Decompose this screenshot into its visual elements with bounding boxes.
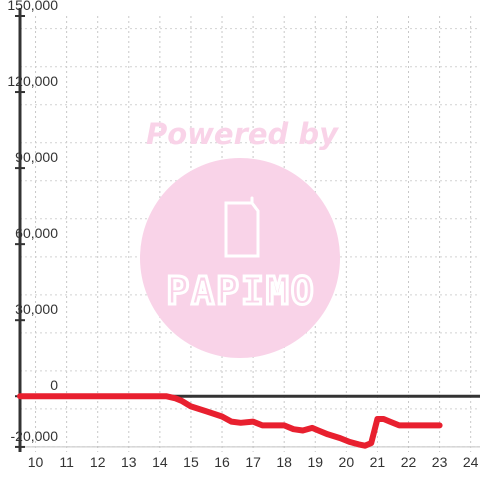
x-tick-label: 16 [214,454,230,470]
y-tick-label: 60,000 [15,225,58,241]
x-tick-label: 21 [370,454,386,470]
watermark-brand: PAPIMO [166,269,315,313]
x-tick-label: 10 [28,454,44,470]
y-tick-label: 90,000 [15,149,58,165]
x-tick-label: 23 [432,454,448,470]
y-tick-label: 30,000 [15,301,58,317]
x-tick-label: 24 [463,454,479,470]
y-tick-label: -20,000 [11,428,59,444]
y-tick-label: 150,000 [7,0,58,13]
x-tick-label: 13 [121,454,137,470]
x-tick-label: 20 [339,454,355,470]
watermark: Powered by PAPIMO [140,117,340,358]
x-tick-label: 11 [59,454,74,470]
x-tick-label: 17 [245,454,261,470]
x-tick-label: 19 [307,454,323,470]
y-tick-label: 0 [50,377,58,393]
phone-icon [224,196,260,258]
x-tick-label: 14 [152,454,168,470]
series-layer [17,393,443,449]
watermark-circle [140,158,340,358]
watermark-powered-by: Powered by [146,117,339,151]
series-line [17,393,443,449]
x-tick-label: 18 [276,454,292,470]
x-tick-label: 12 [90,454,106,470]
x-tick-label: 22 [401,454,417,470]
x-tick-label: 15 [183,454,199,470]
y-tick-label: 120,000 [7,73,58,89]
tick-labels: -20,000 0 30,000 60,000 90,000 120,000 150,000… [7,0,478,470]
